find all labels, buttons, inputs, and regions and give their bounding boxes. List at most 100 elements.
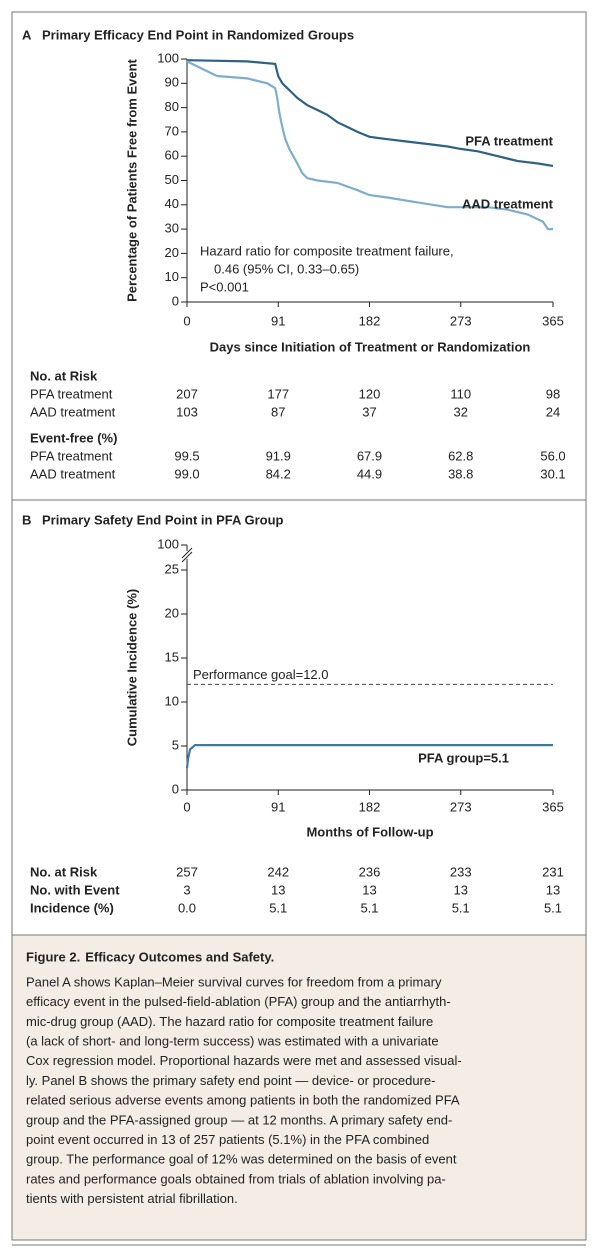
table-cell: 233: [450, 864, 472, 879]
table-cell: 110: [450, 386, 471, 401]
x-tick-label: 91: [271, 313, 285, 328]
y-tick-label: 5: [172, 737, 179, 752]
annotation: P<0.001: [200, 279, 249, 294]
table-cell: 5.1: [360, 900, 378, 915]
caption-line: mic-drug group (AAD). The hazard ratio f…: [26, 1014, 433, 1029]
series-label: PFA group=5.1: [418, 751, 509, 766]
table-cell: 87: [271, 404, 285, 419]
y-axis-label: Percentage of Patients Free from Event: [124, 58, 139, 301]
table-cell: 99.0: [174, 466, 199, 481]
table-cell: 242: [267, 864, 289, 879]
series-line: [186, 59, 554, 167]
caption-line: Panel A shows Kaplan–Meier survival curv…: [26, 974, 442, 989]
panel-letter: A: [22, 27, 32, 42]
panel-title: Primary Safety End Point in PFA Group: [42, 512, 284, 527]
y-tick-label: 0: [172, 293, 179, 308]
row-label: No. with Event: [30, 882, 120, 897]
caption-line: ly. Panel B shows the primary safety end…: [26, 1073, 435, 1088]
table-cell: 91.9: [266, 448, 291, 463]
caption-background: [12, 935, 586, 1240]
x-tick-label: 273: [450, 313, 472, 328]
y-tick-label: 20: [165, 245, 179, 260]
x-tick-label: 182: [359, 799, 381, 814]
row-label: PFA treatment: [30, 386, 113, 401]
y-axis-label: Cumulative Incidence (%): [124, 589, 139, 746]
y-tick-label: 0: [172, 781, 179, 796]
x-tick-label: 365: [542, 313, 564, 328]
y-tick-label: 10: [165, 269, 179, 284]
caption-line: efficacy event in the pulsed-field-ablat…: [26, 994, 451, 1009]
row-label: AAD treatment: [30, 404, 116, 419]
table-cell: 44.9: [357, 466, 382, 481]
x-axis-label: Months of Follow-up: [306, 824, 433, 839]
panel-letter: B: [22, 512, 31, 527]
caption-label: Figure 2.: [26, 949, 80, 964]
caption-line: group. The performance goal of 12% was d…: [26, 1152, 457, 1167]
reference-label: Performance goal=12.0: [193, 667, 329, 682]
frame: [11, 11, 587, 1241]
table-cell: 207: [176, 386, 198, 401]
caption-line: tients with persistent atrial fibrillati…: [26, 1191, 238, 1206]
caption-line: rates and performance goals obtained fro…: [26, 1171, 446, 1186]
table-heading: No. at Risk: [30, 368, 98, 383]
series-line: [186, 60, 553, 231]
series-label: AAD treatment: [462, 197, 554, 212]
table-cell: 0.0: [178, 900, 196, 915]
table-cell: 13: [362, 882, 376, 897]
table-cell: 5.1: [452, 900, 470, 915]
caption-line: Cox regression model. Proportional hazar…: [26, 1053, 462, 1068]
x-tick-label: 0: [183, 313, 190, 328]
table-cell: 62.8: [448, 448, 473, 463]
axis-break: [181, 547, 193, 559]
table-heading: Event-free (%): [30, 430, 117, 445]
table-cell: 103: [176, 404, 198, 419]
table-cell: 24: [546, 404, 560, 419]
y-tick-label: 100: [157, 50, 179, 65]
table-cell: 37: [362, 404, 376, 419]
table-cell: 13: [271, 882, 285, 897]
x-tick-label: 0: [183, 799, 190, 814]
x-tick-label: 273: [450, 799, 472, 814]
axis-break: [181, 551, 193, 563]
caption-line: point event occurred in 13 of 257 patien…: [26, 1132, 429, 1147]
x-tick-label: 182: [359, 313, 381, 328]
x-axis-label: Days since Initiation of Treatment or Ra…: [210, 339, 531, 354]
y-tick-label: 100: [157, 536, 179, 551]
y-tick-label: 20: [165, 605, 179, 620]
y-tick-label: 25: [165, 561, 179, 576]
table-cell: 3: [183, 882, 190, 897]
y-tick-label: 80: [165, 99, 179, 114]
y-tick-label: 30: [165, 221, 179, 236]
x-tick-label: 365: [542, 799, 564, 814]
row-label: AAD treatment: [30, 466, 116, 481]
table-cell: 67.9: [357, 448, 382, 463]
annotation: Hazard ratio for composite treatment fai…: [200, 243, 454, 258]
table-cell: 120: [359, 386, 381, 401]
table-cell: 13: [454, 882, 468, 897]
table-cell: 56.0: [540, 448, 565, 463]
table-cell: 236: [359, 864, 381, 879]
y-tick-label: 50: [165, 172, 179, 187]
y-tick-label: 40: [165, 196, 179, 211]
row-label: PFA treatment: [30, 448, 113, 463]
caption-line: (a lack of short- and long-term success)…: [26, 1034, 439, 1049]
table-cell: 5.1: [269, 900, 287, 915]
y-tick-label: 70: [165, 123, 179, 138]
table-cell: 5.1: [544, 900, 562, 915]
y-tick-label: 15: [165, 649, 179, 664]
series-label: PFA treatment: [465, 133, 553, 148]
annotation: 0.46 (95% CI, 0.33–0.65): [214, 261, 359, 276]
table-cell: 98: [546, 386, 560, 401]
table-cell: 177: [267, 386, 289, 401]
y-tick-label: 10: [165, 693, 179, 708]
table-cell: 99.5: [174, 448, 199, 463]
table-cell: 231: [542, 864, 564, 879]
caption-line: group and the PFA-assigned group — at 12…: [26, 1112, 452, 1127]
table-cell: 30.1: [540, 466, 565, 481]
panel-title: Primary Efficacy End Point in Randomized…: [42, 27, 354, 42]
x-tick-label: 91: [271, 799, 285, 814]
table-cell: 13: [546, 882, 560, 897]
y-tick-label: 90: [165, 75, 179, 90]
